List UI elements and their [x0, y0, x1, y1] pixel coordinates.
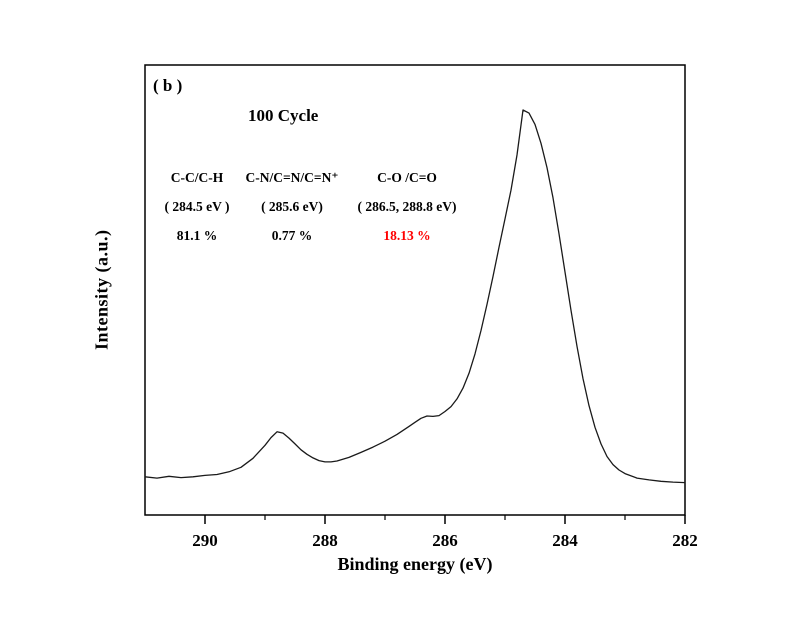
annotation-percent: 0.77 % [271, 228, 313, 243]
x-tick-label: 282 [672, 531, 698, 550]
annotation-species: C-O /C=O [377, 170, 437, 185]
annotation-percent: 18.13 % [383, 228, 431, 243]
x-tick-label: 284 [552, 531, 578, 550]
spectrum-curve [144, 109, 686, 484]
annotation-percent: 81.1 % [176, 228, 218, 243]
x-tick-label: 290 [192, 531, 218, 550]
annotation-col-cc-ch: C-C/C-H ( 284.5 eV ) 81.1 % [155, 170, 239, 257]
plot-title: 100 Cycle [248, 106, 319, 125]
x-tick-label: 288 [312, 531, 338, 550]
annotation-species: C-N/C=N/C=N⁺ [245, 170, 339, 185]
annotation-species: C-C/C-H [170, 170, 224, 185]
annotation-energy: ( 285.6 eV) [261, 199, 323, 214]
panel-label: ( b ) [153, 76, 183, 95]
annotation-energy: ( 284.5 eV ) [164, 199, 230, 214]
y-axis-title: Intensity (a.u.) [91, 229, 112, 351]
plot-frame [144, 64, 686, 516]
annotation-col-cn: C-N/C=N/C=N⁺ ( 285.6 eV) 0.77 % [241, 170, 343, 257]
annotation-col-co: C-O /C=O ( 286.5, 288.8 eV) 18.13 % [341, 170, 473, 257]
annotation-energy: ( 286.5, 288.8 eV) [357, 199, 457, 214]
x-axis-title: Binding energy (eV) [337, 554, 493, 574]
x-tick-label: 286 [432, 531, 458, 550]
annotation-table: C-C/C-H ( 284.5 eV ) 81.1 % C-N/C=N/C=N⁺… [155, 170, 485, 260]
